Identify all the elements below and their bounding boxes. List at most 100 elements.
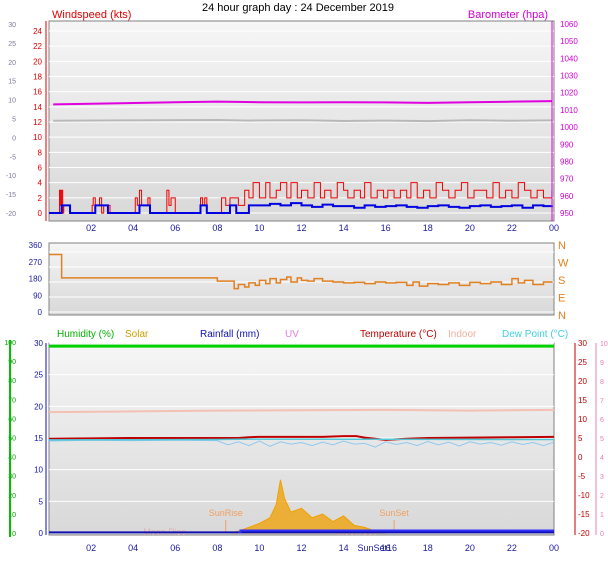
uv-tick-5: 5 bbox=[600, 436, 604, 443]
uv-tick-2: 8 bbox=[600, 379, 604, 386]
outer-left-tick-2: 20 bbox=[8, 60, 16, 67]
wind_direction-line bbox=[49, 253, 553, 290]
wind-x-tick-2: 06 bbox=[170, 223, 180, 233]
outer-left-tick-7: -5 bbox=[10, 154, 16, 161]
wind-x-tick-8: 18 bbox=[423, 223, 433, 233]
wind-tick-12: 0 bbox=[38, 209, 43, 218]
uv-tick-10: 0 bbox=[600, 531, 604, 538]
wind-x-tick-6: 14 bbox=[339, 223, 349, 233]
temp-x-tick-8: 18 bbox=[423, 543, 433, 553]
temp-legend: Humidity (%) Solar Rainfall (mm) UV Temperat… bbox=[57, 329, 568, 340]
temp-tick-9: -15 bbox=[578, 510, 590, 519]
wind-tick-0: 24 bbox=[33, 27, 42, 36]
wind-tick-1: 22 bbox=[33, 42, 42, 51]
outer-left-tick-10: -20 bbox=[6, 211, 16, 218]
wind-tick-2: 20 bbox=[33, 57, 42, 66]
legend-item-1: Solar bbox=[125, 329, 149, 340]
dew_point_line-line bbox=[48, 438, 555, 441]
baro-tick-8: 980 bbox=[560, 157, 574, 166]
direction-series bbox=[49, 253, 553, 290]
baro-tick-9: 970 bbox=[560, 175, 574, 184]
legend-item-0: Humidity (%) bbox=[57, 329, 114, 340]
rain-tick-0: 30 bbox=[34, 339, 43, 348]
humidity-tick-3: 70 bbox=[8, 397, 16, 404]
temp-x-tick-6: 14 bbox=[339, 543, 349, 553]
outer-left-ticks-1: 30 25 20 15 10 5 0 -5 -10 -15 -20 bbox=[6, 22, 16, 218]
legend-item-4: Temperature (°C) bbox=[360, 329, 437, 340]
dew_point-line bbox=[48, 439, 555, 448]
wind-tick-8: 8 bbox=[38, 148, 43, 157]
uv-tick-4: 6 bbox=[600, 417, 604, 424]
baro-tick-0: 1060 bbox=[560, 20, 578, 29]
indoor_baro-line bbox=[53, 119, 552, 123]
legend-item-5: Indoor bbox=[448, 329, 477, 340]
rain-tick-3: 15 bbox=[34, 434, 43, 443]
outer-left-tick-6: 0 bbox=[12, 135, 16, 142]
uv-tick-0: 10 bbox=[600, 341, 608, 348]
annotation-4: SunSet16 bbox=[357, 543, 397, 553]
compass-label-4: N bbox=[558, 310, 566, 322]
temp-tick-8: -10 bbox=[578, 491, 590, 500]
temp-series bbox=[48, 344, 555, 534]
graph-title: 24 hour graph day : 24 December 2019 bbox=[202, 2, 394, 14]
temp-tick-3: 15 bbox=[578, 396, 587, 405]
baro-tick-11: 950 bbox=[560, 209, 574, 218]
wind-tick-7: 10 bbox=[33, 133, 42, 142]
rain-tick-4: 10 bbox=[34, 466, 43, 475]
outer-left-tick-9: -15 bbox=[6, 192, 16, 199]
direction-y-ticks: 360 270 180 90 0 bbox=[29, 241, 43, 317]
dir-tick-3: 90 bbox=[33, 291, 42, 300]
wind-series bbox=[49, 100, 553, 214]
temp-x-tick-0: 02 bbox=[86, 543, 96, 553]
baro-tick-7: 990 bbox=[560, 140, 574, 149]
baro-tick-10: 960 bbox=[560, 192, 574, 201]
uv-tick-7: 3 bbox=[600, 474, 604, 481]
humidity-tick-1: 90 bbox=[8, 359, 16, 366]
wind-x-tick-0: 02 bbox=[86, 223, 96, 233]
temp-x-ticks: 02 04 06 08 10 12 14 16 18 20 22 00 bbox=[86, 543, 559, 553]
wind-x-ticks: 02 04 06 08 10 12 14 16 18 20 22 00 bbox=[86, 223, 559, 233]
humidity-tick-8: 20 bbox=[8, 493, 16, 500]
rain-ticks: 30 25 20 15 10 5 0 bbox=[34, 339, 43, 538]
temp-x-tick-1: 04 bbox=[128, 543, 138, 553]
outer-left-tick-4: 10 bbox=[8, 98, 16, 105]
wind-x-tick-11: 00 bbox=[549, 223, 559, 233]
wind-x-tick-9: 20 bbox=[465, 223, 475, 233]
solar-area bbox=[229, 479, 386, 534]
temperature-line bbox=[48, 435, 555, 441]
temp-tick-1: 25 bbox=[578, 358, 587, 367]
dir-tick-2: 180 bbox=[29, 275, 43, 284]
uv-tick-8: 2 bbox=[600, 493, 604, 500]
temp-x-tick-3: 08 bbox=[212, 543, 222, 553]
wind-tick-6: 12 bbox=[33, 118, 42, 127]
humidity-tick-7: 30 bbox=[8, 474, 16, 481]
indoor_temp-line bbox=[48, 408, 555, 414]
barometer-line bbox=[53, 100, 552, 106]
rain-tick-2: 20 bbox=[34, 402, 43, 411]
dir-tick-4: 0 bbox=[38, 308, 43, 317]
baro-axis-title: Barometer (hpa) bbox=[468, 9, 548, 21]
wind-tick-5: 14 bbox=[33, 103, 42, 112]
baro-tick-1: 1050 bbox=[560, 37, 578, 46]
wind-x-tick-3: 08 bbox=[212, 223, 222, 233]
rain_day-line bbox=[238, 529, 554, 534]
humidity-tick-4: 60 bbox=[8, 416, 16, 423]
rain-tick-1: 25 bbox=[34, 371, 43, 380]
uv-tick-1: 9 bbox=[600, 360, 604, 367]
outer-left-tick-1: 25 bbox=[8, 41, 16, 48]
rain-tick-5: 5 bbox=[39, 497, 44, 506]
temp-tick-7: -5 bbox=[578, 472, 586, 481]
temp-tick-2: 20 bbox=[578, 377, 587, 386]
baro-tick-2: 1040 bbox=[560, 54, 578, 63]
outer-left-tick-8: -10 bbox=[6, 173, 16, 180]
uv-tick-9: 1 bbox=[600, 512, 604, 519]
annotation-1: SunSet bbox=[379, 508, 409, 518]
wind-x-tick-10: 22 bbox=[507, 223, 517, 233]
wind-x-tick-1: 04 bbox=[128, 223, 138, 233]
humidity-tick-2: 80 bbox=[8, 378, 16, 385]
temp-ticks: 30 25 20 15 10 5 0 -5 -10 -15 -20 bbox=[578, 339, 590, 538]
baro-tick-4: 1020 bbox=[560, 89, 578, 98]
compass-label-3: E bbox=[558, 293, 565, 305]
outer-left-tick-3: 15 bbox=[8, 79, 16, 86]
